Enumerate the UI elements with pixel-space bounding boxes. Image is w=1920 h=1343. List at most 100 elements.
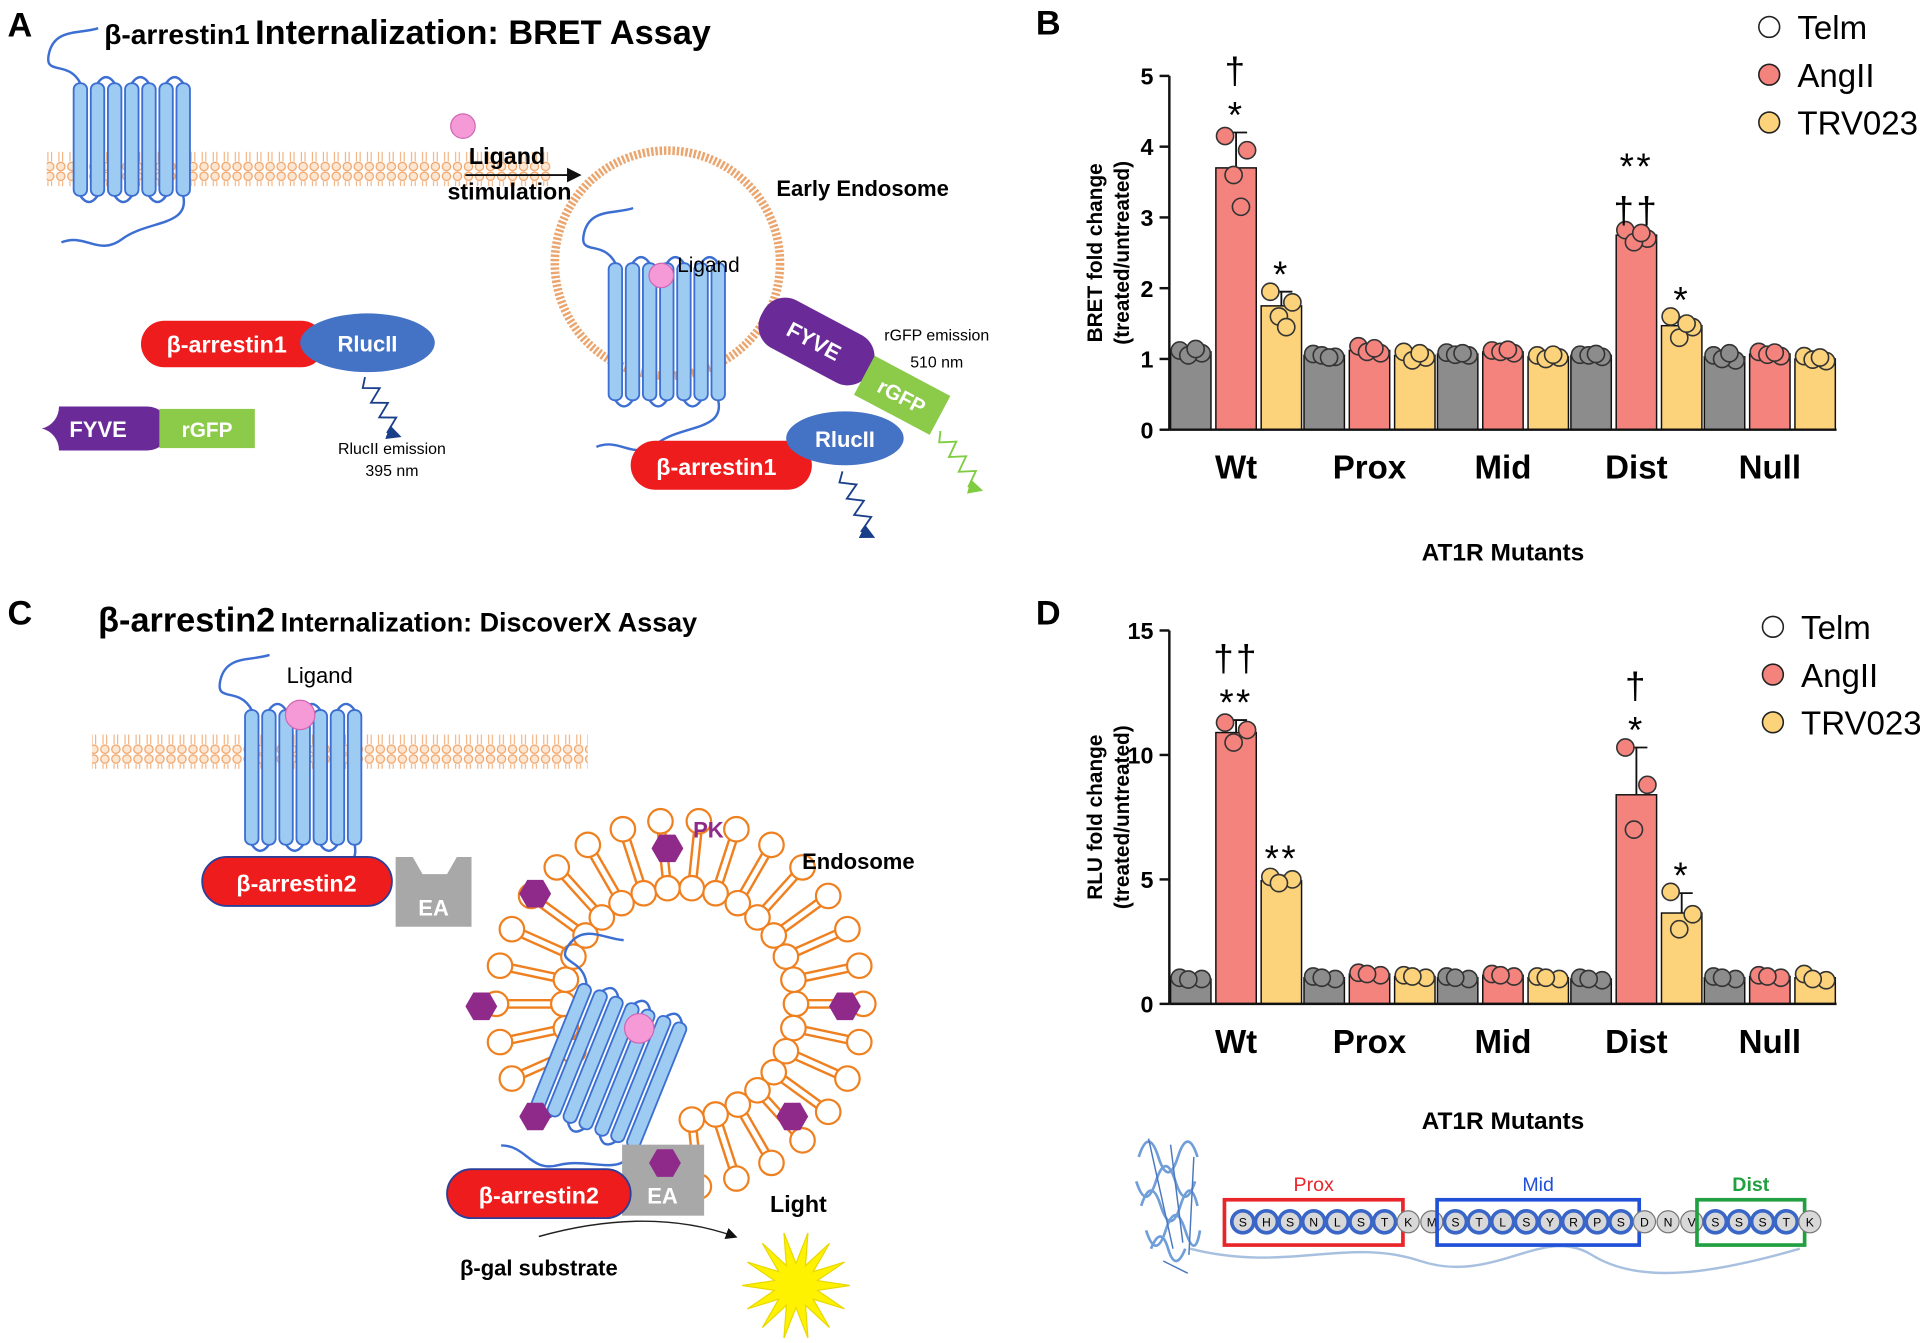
- region-label: Prox: [1294, 1174, 1334, 1196]
- lipid-head: [845, 1028, 873, 1056]
- label: Endosome: [802, 849, 915, 874]
- residue-letter: T: [1475, 1216, 1483, 1230]
- x-tick-label: Wt: [1215, 1024, 1257, 1061]
- residue-letter: N: [1664, 1216, 1673, 1230]
- legend-marker: [1761, 711, 1785, 734]
- pk-hexagon: [519, 1102, 552, 1131]
- label: RlucII: [815, 427, 875, 452]
- residue: [1773, 1208, 1800, 1235]
- panel-label: D: [1036, 594, 1061, 632]
- lipid-head: [647, 807, 674, 835]
- data-point: [1410, 343, 1430, 363]
- protein-structure: [1135, 1138, 1801, 1275]
- label: EA: [418, 896, 449, 921]
- residue-letter: L: [1334, 1216, 1341, 1230]
- x-tick-label: Dist: [1605, 450, 1667, 487]
- bar: [1570, 354, 1613, 431]
- lipid-head: [782, 990, 810, 1018]
- legend-label: AngII: [1797, 58, 1874, 95]
- data-point: [1624, 820, 1644, 839]
- lipid-tail: [745, 1111, 770, 1152]
- bar: [1482, 351, 1524, 431]
- lipid-head: [789, 854, 816, 881]
- lipid-tail: [538, 905, 576, 934]
- lipid-tail: [622, 841, 638, 885]
- significance: †: [1625, 666, 1648, 707]
- data-point: [1224, 733, 1243, 752]
- label: Ligand: [677, 254, 739, 277]
- loops: [218, 653, 357, 896]
- label: EA: [647, 1183, 678, 1208]
- lipid-head: [814, 882, 842, 910]
- shape: [1135, 1140, 1202, 1263]
- residue-letter: S: [1451, 1216, 1459, 1230]
- data-point: [1720, 343, 1739, 363]
- helix: [329, 709, 346, 846]
- lipid-tail: [521, 936, 563, 957]
- bar: [1348, 349, 1391, 431]
- helix: [295, 709, 311, 846]
- data-point: [1810, 348, 1830, 367]
- residue-letter: R: [1569, 1216, 1578, 1230]
- lipid-head: [814, 1098, 842, 1126]
- data-point: [1498, 340, 1518, 360]
- lipid-head: [758, 831, 785, 859]
- receptor: [218, 653, 363, 896]
- residue-letter: H: [1262, 1216, 1271, 1230]
- lipid-head: [588, 904, 616, 931]
- data-point: [1579, 969, 1599, 989]
- bar: [1260, 879, 1303, 1005]
- lipid-tail: [796, 936, 839, 957]
- fyve-box: FYVE: [758, 297, 875, 386]
- bar: [1794, 358, 1837, 431]
- residue-letter: D: [1640, 1216, 1649, 1230]
- y-axis-title: BRET fold change: [1084, 163, 1107, 342]
- label: FYVE: [69, 417, 127, 442]
- lipid-head: [744, 904, 771, 931]
- label: β-arrestin2: [479, 1182, 599, 1208]
- lipid-tail: [793, 1057, 836, 1079]
- y-tick-label: 0: [1140, 991, 1153, 1017]
- arrestin-box: [630, 440, 812, 490]
- significance: **: [1620, 146, 1653, 187]
- label: β-arrestin1: [656, 454, 776, 480]
- data-point: [1312, 968, 1332, 988]
- pk-hexagon: [776, 1102, 809, 1131]
- data-point: [1237, 720, 1257, 740]
- helix: [72, 82, 89, 197]
- lipid-head: [845, 952, 873, 980]
- data-point: [1765, 343, 1785, 362]
- legend-label: TRV023: [1801, 706, 1920, 743]
- receptor: [581, 206, 726, 452]
- x-tick-label: Prox: [1333, 450, 1407, 487]
- panel-title: β-arrestin1 Internalization: BRET Assay: [104, 14, 711, 52]
- lipid-tail: [766, 878, 798, 913]
- lipid-head: [498, 915, 526, 943]
- lipid-head: [723, 1165, 750, 1192]
- residue: [1607, 1208, 1634, 1235]
- legend-marker: [1758, 111, 1781, 134]
- lipid-head: [630, 879, 658, 907]
- residue-letter: Y: [1546, 1216, 1554, 1230]
- helix: [107, 82, 123, 197]
- legend-marker: [1761, 663, 1785, 686]
- lipid-head: [789, 1127, 816, 1154]
- lipid-tail: [739, 1115, 764, 1155]
- bar: [1748, 353, 1791, 431]
- significance: *: [1273, 254, 1290, 295]
- lipid-tail: [561, 878, 593, 913]
- data-point: [1631, 223, 1651, 243]
- lipid-tail: [629, 839, 645, 883]
- helix: [124, 82, 140, 197]
- lipid-tail: [784, 905, 822, 934]
- lipid-head: [498, 1065, 526, 1092]
- title-part: Internalization: BRET Assay: [255, 14, 711, 52]
- title-part: β-arrestin2: [98, 602, 275, 640]
- helix: [158, 82, 174, 197]
- emission: [838, 471, 876, 538]
- region-label: Dist: [1732, 1174, 1769, 1196]
- data-point: [1536, 968, 1556, 988]
- lipid-head: [724, 889, 752, 917]
- residue-letter: S: [1617, 1216, 1625, 1230]
- lipid-tail: [721, 841, 738, 885]
